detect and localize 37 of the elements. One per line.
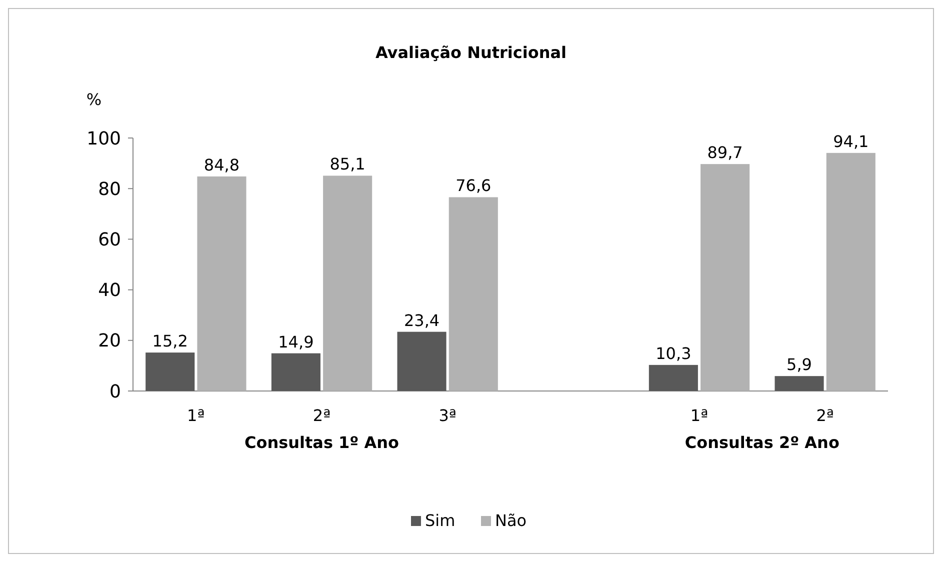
x-tick-label: 1ª [690,406,708,425]
chart-title: Avaliação Nutricional [375,43,567,62]
data-label: 94,1 [833,132,869,151]
data-label: 5,9 [786,355,812,374]
bar [448,197,498,391]
bar [700,164,750,391]
text: Consultas 2º Ano [684,433,840,452]
y-tick-label: 40 [98,280,121,302]
bar [648,364,698,391]
bar [826,152,876,391]
data-label: 85,1 [330,154,366,174]
y-axis-title: % [86,90,102,109]
text: Consultas 1º Ano [244,433,400,452]
data-label: 15,2 [152,332,188,351]
y-tick-label: 20 [98,330,121,352]
bar [146,352,195,391]
data-label: 10,3 [656,344,692,363]
bar [397,332,446,391]
data-label: 84,8 [204,155,240,174]
data-label: 89,7 [707,143,743,162]
x-tick-label: 2ª [816,406,834,425]
legend-label: Não [495,511,527,530]
y-tick-label: 0 [110,381,121,402]
bar [197,176,246,391]
data-label: 23,4 [404,310,440,330]
data-label: 76,6 [456,176,492,196]
legend-label: Sim [425,511,456,530]
bar [774,376,824,391]
bar [323,176,372,391]
y-tick-label: 60 [98,230,121,250]
bar [271,353,320,391]
y-tick-label: 100 [86,128,121,150]
x-tick-label: 2ª [312,406,331,425]
data-label: 14,9 [278,332,314,352]
y-tick-label: 80 [98,178,121,200]
x-tick-label: 3ª [438,406,456,425]
x-tick-label: 1ª [187,406,205,425]
